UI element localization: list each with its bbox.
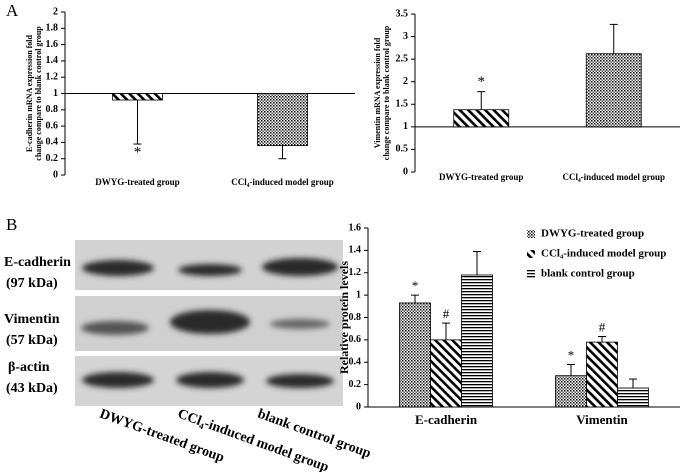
annotation: * <box>568 347 575 362</box>
y-axis-label: Vimentin mRNA expression fold <box>373 37 382 148</box>
y-tick-label: 0.4 <box>349 357 362 368</box>
blot-row-label: β-actin <box>8 360 50 375</box>
y-tick-label: 0 <box>53 169 58 180</box>
legend-swatch <box>527 250 535 258</box>
x-tick-label: Vimentin <box>576 412 628 427</box>
bar <box>257 93 308 147</box>
y-axis-label: change compare to blank control group <box>34 26 43 161</box>
annotation: * <box>412 278 419 293</box>
y-tick-label: 0.8 <box>349 312 362 323</box>
x-tick-label: E-cadherin <box>415 412 478 427</box>
legend-label: DWYG-treated group <box>541 228 644 240</box>
panel-label: B <box>6 215 17 234</box>
legend-swatch <box>527 230 535 238</box>
y-tick-label: 2.5 <box>396 53 409 64</box>
bar <box>585 53 642 128</box>
bar <box>461 274 493 408</box>
y-tick-label: 1.4 <box>349 245 362 256</box>
bar <box>453 109 510 128</box>
y-axis-label: change compare to blank control group <box>382 25 391 160</box>
y-tick-label: 0.8 <box>46 104 59 115</box>
bar <box>555 375 587 408</box>
annotation: * <box>134 144 142 160</box>
y-tick-label: 1.4 <box>46 55 59 66</box>
x-tick-label: CCl₄-induced model group <box>562 172 665 182</box>
annotation: # <box>443 306 450 321</box>
legend-swatch <box>527 270 535 278</box>
y-tick-label: 1 <box>53 88 58 99</box>
y-tick-label: 0 <box>403 166 408 177</box>
y-tick-label: 1 <box>403 121 408 132</box>
bar <box>112 93 163 101</box>
blot-image <box>75 240 343 406</box>
y-axis-label: Relative protein levels <box>337 261 351 374</box>
y-tick-label: 1 <box>356 289 361 300</box>
x-tick-label: CCl₄-induced model group <box>231 177 334 187</box>
y-tick-label: 1.6 <box>46 39 59 50</box>
y-tick-label: 0.2 <box>349 379 362 390</box>
legend-label: blank control group <box>541 268 635 280</box>
blot-row-size: (57 kDa) <box>6 333 58 348</box>
y-tick-label: 0.4 <box>46 137 59 148</box>
y-tick-label: 0.5 <box>396 144 409 155</box>
y-tick-label: 1.2 <box>46 71 59 82</box>
y-tick-label: 2 <box>53 6 58 17</box>
y-tick-label: 0.6 <box>349 334 362 345</box>
y-tick-label: 1.5 <box>396 99 409 110</box>
x-tick-label: DWYG-treated group <box>95 177 179 187</box>
y-tick-label: 1.2 <box>349 267 362 278</box>
y-tick-label: 1.8 <box>46 23 59 34</box>
annotation: * <box>478 74 486 90</box>
bar <box>617 387 649 408</box>
bar <box>399 302 431 408</box>
bar <box>586 341 618 408</box>
legend-label: CCl₄-induced model group <box>541 248 666 260</box>
x-tick-label: DWYG-treated group <box>439 172 523 182</box>
y-tick-label: 0.6 <box>46 120 59 131</box>
y-tick-label: 0 <box>356 401 361 412</box>
annotation: # <box>599 320 606 335</box>
blot-row-label: Vimentin <box>4 312 60 327</box>
y-tick-label: 3 <box>403 31 408 42</box>
y-tick-label: 3.5 <box>396 8 409 19</box>
y-tick-label: 2 <box>403 76 408 87</box>
blot-row-label: E-cadherin <box>4 255 71 270</box>
y-axis-label: E-cadherin mRNA expression fold <box>25 34 34 152</box>
bar <box>430 339 462 408</box>
panel-label: A <box>6 1 19 20</box>
y-tick-label: 1.6 <box>349 222 362 233</box>
y-tick-label: 0.2 <box>46 153 59 164</box>
blot-row-size: (43 kDa) <box>6 381 58 396</box>
blot-row-size: (97 kDa) <box>6 276 58 291</box>
